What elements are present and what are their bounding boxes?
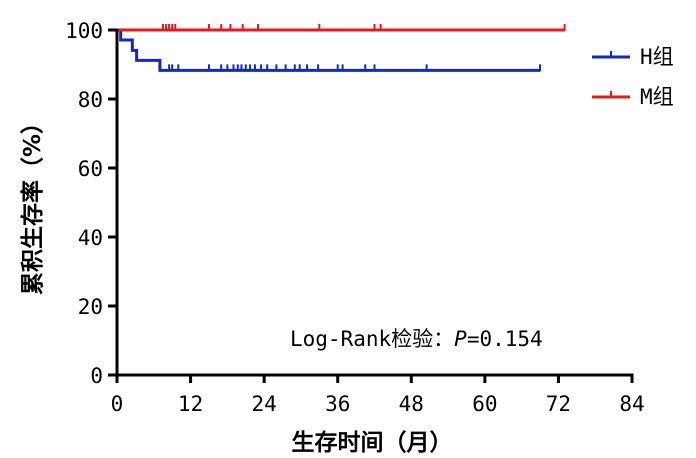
p-symbol: P: [454, 327, 467, 351]
x-tick-label: 60: [472, 392, 497, 416]
axis-ticks: 0 12 24 36 48 60 72 84 0 20 40 60 80 100: [65, 19, 645, 416]
legend-label-m-group: M组: [640, 85, 674, 109]
y-tick-label: 80: [78, 88, 103, 112]
y-tick-label: 100: [65, 19, 103, 43]
h-group-survival-curve: [117, 28, 541, 72]
y-tick-label: 20: [78, 295, 103, 319]
x-tick-label: 84: [619, 392, 644, 416]
legend-label-h-group: H组: [640, 45, 674, 69]
annotation-prefix: Log-Rank检验：: [290, 327, 454, 351]
log-rank-annotation: Log-Rank检验：P=0.154: [290, 327, 543, 351]
x-tick-label: 48: [399, 392, 424, 416]
p-value: =0.154: [467, 327, 543, 351]
y-tick-label: 0: [90, 364, 103, 388]
y-tick-label: 60: [78, 157, 103, 181]
x-tick-label: 24: [251, 392, 276, 416]
x-tick-label: 0: [111, 392, 124, 416]
axes: [115, 29, 634, 377]
legend: H组 M组: [592, 45, 674, 109]
x-tick-label: 72: [546, 392, 571, 416]
y-tick-label: 40: [78, 226, 103, 250]
y-axis-title: 累积生存率（%）: [19, 111, 46, 295]
x-tick-label: 36: [325, 392, 350, 416]
x-axis-title: 生存时间（月）: [292, 429, 453, 456]
survival-curves: [117, 24, 566, 72]
x-tick-label: 12: [178, 392, 203, 416]
